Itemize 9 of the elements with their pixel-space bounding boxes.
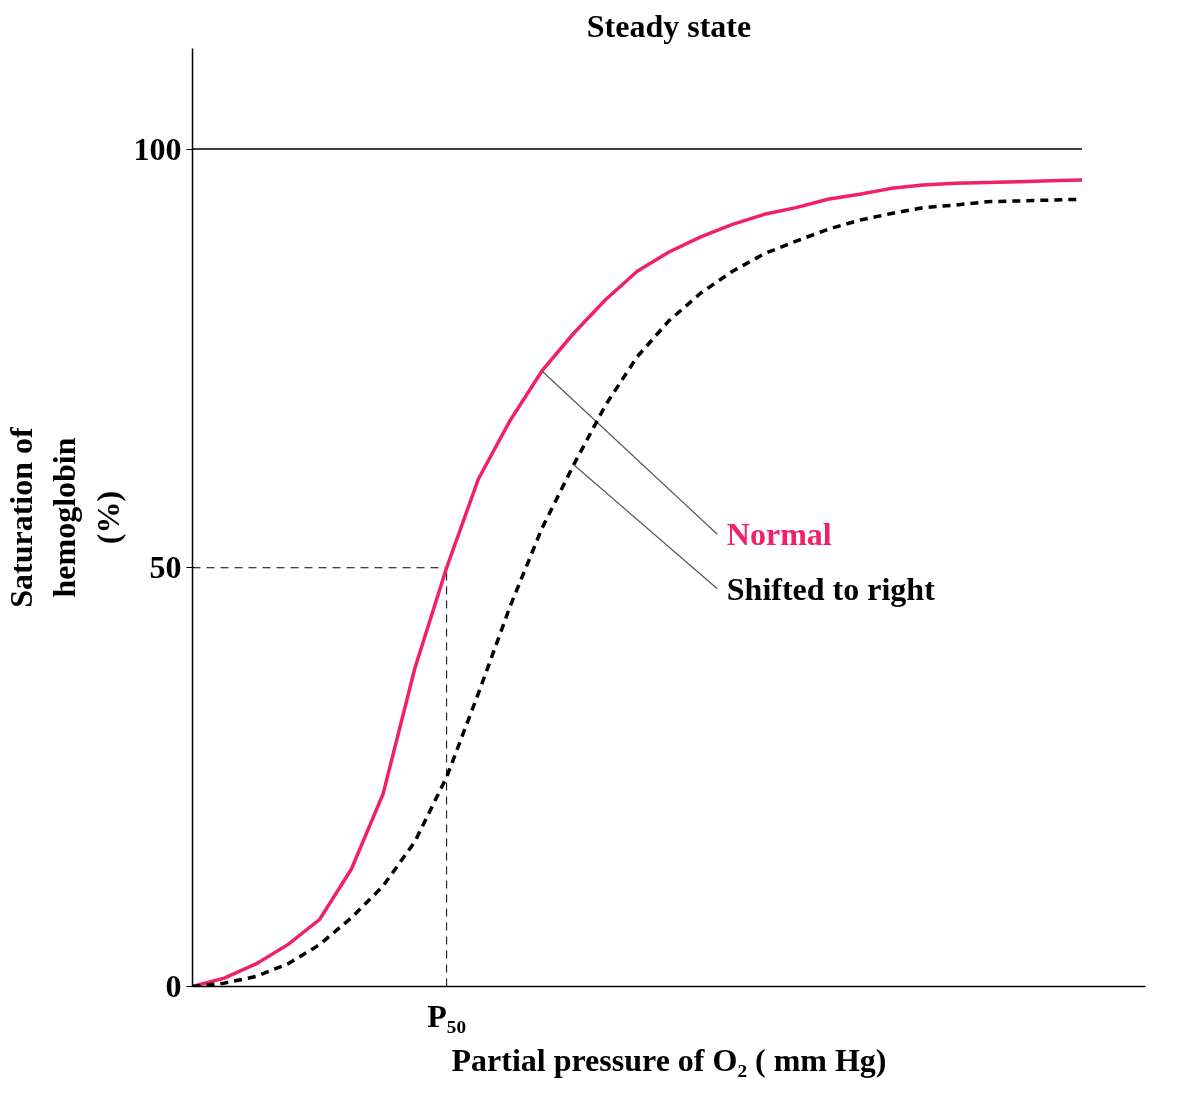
y-tick-label: 100	[133, 130, 182, 167]
y-axis-title: Saturation of hemoglobin (%)	[3, 426, 126, 608]
x-tick-label: P₅₀	[427, 997, 466, 1034]
text: Normal	[726, 516, 832, 553]
y-tick-label: 0	[165, 968, 182, 1004]
y-tick-label: 50	[149, 549, 182, 586]
x-axis-title: Partial pressure of O₂ ( mm Hg)	[451, 1041, 887, 1078]
text: Shifted to right	[726, 570, 936, 607]
chart-title: Steady state	[586, 7, 752, 44]
